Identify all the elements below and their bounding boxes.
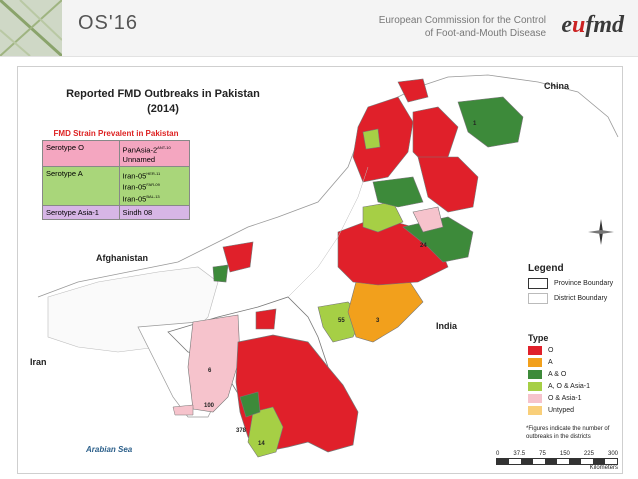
scale-tick: 75: [539, 451, 546, 457]
north-arrow-icon: [588, 219, 614, 245]
strain-cell: Iran-05HER-11 Iran-05FAR-09 Iran-05BAL-1…: [118, 165, 191, 206]
scale-bar-graphic: [496, 458, 618, 465]
scale-bar: 0 37.5 75 150 225 300 Kilometers: [496, 451, 618, 471]
legend-label: District Boundary: [554, 295, 608, 302]
type-item: O & Asia-1: [528, 394, 590, 403]
table-row: Serotype Asia-1 Sindh 08: [42, 205, 191, 220]
country-label-afghanistan: Afghanistan: [96, 253, 149, 263]
slide-header: OS'16 European Commission for the Contro…: [0, 0, 638, 57]
type-legend: Type O A A & O A, O & Asia-1 O & Asia-1 …: [528, 333, 590, 418]
type-label: A, O & Asia-1: [548, 383, 591, 390]
serotype-cell: Serotype O: [42, 140, 120, 167]
legend-label: Province Boundary: [554, 280, 614, 287]
type-swatch: [528, 346, 542, 355]
logo-text-fmd: fmd: [585, 12, 624, 38]
country-label-iran: Iran: [30, 357, 47, 367]
scale-tick: 37.5: [513, 451, 526, 457]
strain-lineage: ANT-10: [157, 145, 171, 150]
decorative-lines: [0, 0, 62, 56]
scale-ticks: 0 37.5 75 150 225 300: [496, 451, 618, 457]
strain-lineage: FAR-09: [146, 182, 160, 187]
country-label-china: China: [544, 81, 570, 91]
strain-table: Serotype O PanAsia-2ANT-10 Unnamed Serot…: [42, 140, 191, 220]
org-line-2: of Foot-and-Mouth Disease: [424, 28, 546, 39]
conference-name: OS'16: [78, 12, 138, 34]
strain-name: Iran-05: [122, 171, 147, 180]
strain-name: Unnamed: [122, 154, 156, 164]
type-label: A: [548, 359, 553, 366]
type-item: Untyped: [528, 406, 590, 415]
strain-lineage: HER-11: [146, 170, 161, 176]
type-label: Untyped: [548, 407, 575, 414]
legend-title: Legend: [528, 263, 564, 274]
type-label: O: [548, 347, 554, 354]
scale-tick: 150: [559, 451, 570, 457]
type-item: A & O: [528, 370, 590, 379]
table-row: Serotype A Iran-05HER-11 Iran-05FAR-09 I…: [42, 165, 191, 206]
district-count: 24: [420, 243, 427, 249]
figures-note: *Figures indicate the number of outbreak…: [526, 426, 610, 440]
logo-text-u: u: [571, 12, 586, 38]
eufmd-logo: eufmd: [561, 12, 624, 39]
organization-name: European Commission for the Control of F…: [379, 14, 546, 40]
map-title-line-1: Reported FMD Outbreaks in Pakistan: [66, 88, 260, 100]
scale-tick: 225: [583, 451, 594, 457]
strain-name: Iran-05: [122, 194, 147, 203]
strain-table-box: FMD Strain Prevalent in Pakistan Serotyp…: [42, 129, 191, 220]
scale-tick: 0: [496, 451, 500, 457]
org-line-1: European Commission for the Control: [378, 15, 546, 26]
serotype-cell: Serotype Asia-1: [42, 205, 120, 220]
strain-cell: Sindh 08: [118, 205, 191, 220]
country-label-india: India: [436, 321, 458, 331]
type-swatch: [528, 394, 542, 403]
type-legend-title: Type: [528, 333, 549, 343]
strain-name: PanAsia-2: [122, 145, 158, 155]
district-count: 378: [236, 428, 247, 434]
district-count: 6: [208, 368, 212, 374]
type-item: O: [528, 346, 590, 355]
strain-table-title: FMD Strain Prevalent in Pakistan: [53, 129, 179, 138]
type-item: A, O & Asia-1: [528, 382, 590, 391]
legend-item: Province Boundary: [528, 278, 613, 289]
type-swatch: [528, 406, 542, 415]
legend-item: District Boundary: [528, 293, 613, 304]
district-count: 100: [204, 403, 215, 409]
sea-label: Arabian Sea: [86, 445, 133, 454]
province-boundary-swatch: [528, 278, 548, 289]
district-boundary-swatch: [528, 293, 548, 304]
district-count: 14: [258, 441, 265, 447]
type-swatch: [528, 358, 542, 367]
type-swatch: [528, 370, 542, 379]
district-count: 3: [376, 318, 380, 324]
type-item: A: [528, 358, 590, 367]
map-title: Reported FMD Outbreaks in Pakistan (2014…: [48, 87, 278, 117]
table-row: Serotype O PanAsia-2ANT-10 Unnamed: [42, 140, 191, 167]
type-swatch: [528, 382, 542, 391]
scale-unit: Kilometers: [589, 465, 618, 471]
map-title-line-2: (2014): [147, 103, 179, 115]
district-count: 55: [338, 318, 345, 324]
serotype-cell: Serotype A: [42, 165, 120, 206]
type-label: A & O: [548, 371, 567, 378]
strain-name: Iran-05: [122, 182, 147, 192]
pakistan-map: 6 100 378 14 3 55 24 1: [37, 74, 619, 458]
scale-tick: 300: [607, 451, 618, 457]
legend: Legend Province Boundary District Bounda…: [528, 263, 613, 308]
strain-lineage: BAL-13: [146, 193, 160, 199]
map-panel: 6 100 378 14 3 55 24 1 Reported FMD Outb…: [17, 66, 623, 474]
logo-text-e: e: [561, 12, 572, 38]
type-label: O & Asia-1: [548, 395, 582, 402]
district-count: 1: [473, 121, 477, 127]
strain-cell: PanAsia-2ANT-10 Unnamed: [118, 140, 191, 167]
